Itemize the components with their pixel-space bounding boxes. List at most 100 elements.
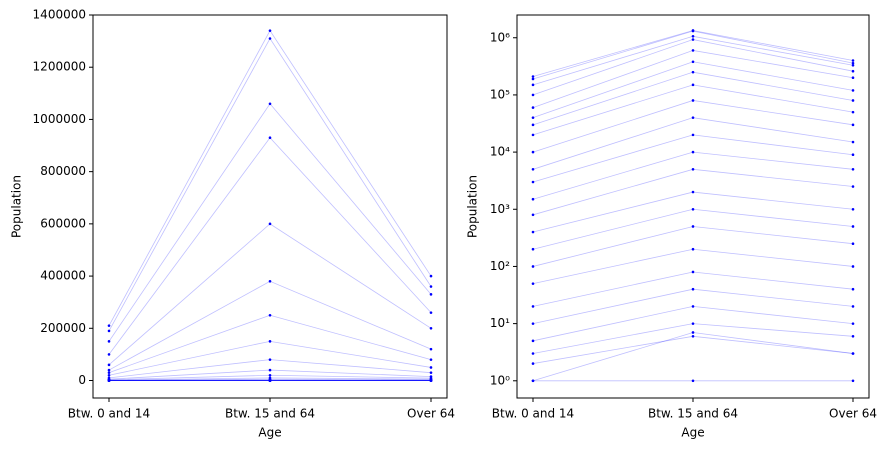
series-line — [532, 323, 854, 354]
data-point — [268, 279, 272, 283]
data-point — [268, 313, 272, 317]
data-point — [691, 379, 695, 383]
x-tick-label: Btw. 15 and 64 — [648, 407, 738, 421]
data-point — [531, 168, 535, 171]
plot-frame — [516, 14, 870, 399]
data-point — [531, 93, 535, 97]
data-point — [851, 335, 855, 338]
data-point — [691, 207, 695, 211]
data-point — [268, 29, 272, 32]
data-point — [429, 379, 433, 382]
data-point — [531, 265, 535, 268]
data-point — [851, 207, 855, 211]
data-point — [429, 358, 433, 361]
data-point — [268, 102, 272, 106]
series-line — [532, 100, 854, 153]
data-point — [691, 225, 695, 228]
y-tick-label: 600000 — [40, 216, 86, 230]
data-point — [531, 197, 535, 201]
data-point — [691, 335, 695, 338]
series-line — [532, 335, 854, 364]
data-point — [851, 140, 855, 144]
data-point — [531, 379, 535, 383]
data-point — [268, 368, 272, 372]
subplot: 10⁰ 10¹ 10² 10³ 10⁴ 10⁵ 10⁶ Btw. 0 and 14 Btw. 1… — [466, 14, 877, 440]
data-point — [691, 116, 695, 119]
data-point — [107, 324, 111, 327]
y-tick-label: 1200000 — [33, 60, 86, 74]
y-tick-label: 10⁵ — [490, 87, 510, 101]
data-point — [851, 265, 855, 268]
data-point — [691, 29, 695, 33]
y-tick-label: 1400000 — [33, 8, 86, 22]
data-point — [691, 247, 695, 251]
data-point — [429, 347, 433, 351]
series-line — [532, 208, 854, 250]
series-line — [108, 314, 432, 374]
data-point — [691, 305, 695, 308]
data-point — [268, 222, 272, 226]
subplot: 0 200000 400000 600000 800000 1000000 1200000 1… — [10, 8, 455, 440]
data-point — [851, 225, 855, 228]
series-line — [532, 50, 854, 108]
y-tick-label: 10⁰ — [490, 373, 510, 387]
y-tick-label: 10¹ — [490, 316, 510, 330]
y-tick-label: 10⁴ — [490, 145, 510, 159]
data-point — [429, 326, 433, 330]
data-point — [851, 153, 855, 157]
data-point — [851, 242, 855, 245]
y-axis-label: Population — [466, 175, 480, 238]
data-point — [107, 371, 111, 374]
y-tick-label: 10³ — [490, 202, 510, 216]
data-point — [531, 83, 535, 87]
y-axis-label: Population — [10, 175, 24, 238]
data-point — [851, 89, 855, 92]
data-point — [107, 368, 111, 372]
data-point — [851, 379, 855, 383]
data-point — [268, 358, 272, 361]
data-point — [691, 49, 695, 52]
y-tick-label: 10⁶ — [490, 30, 510, 44]
x-tick-label: Btw. 0 and 14 — [492, 407, 574, 421]
data-point — [691, 83, 695, 87]
series-line — [108, 137, 432, 355]
data-point — [691, 70, 695, 74]
data-point — [531, 116, 535, 119]
x-tick-label: Over 64 — [829, 407, 877, 421]
data-point — [691, 190, 695, 194]
data-point — [851, 185, 855, 188]
data-point — [531, 133, 535, 137]
data-point — [429, 311, 433, 314]
data-point — [691, 35, 695, 38]
data-point — [107, 363, 111, 367]
data-point — [851, 305, 855, 308]
data-point — [851, 123, 855, 127]
data-point — [851, 99, 855, 102]
series-line — [532, 332, 854, 382]
data-point — [429, 293, 433, 296]
y-tick-label: 10² — [490, 259, 510, 273]
data-point — [691, 168, 695, 171]
data-point — [107, 373, 111, 377]
data-point — [851, 76, 855, 80]
data-point — [851, 69, 855, 73]
data-point — [107, 353, 111, 356]
data-point — [531, 362, 535, 365]
data-point — [531, 123, 535, 127]
data-point — [268, 340, 272, 343]
data-point — [691, 38, 695, 41]
data-point — [429, 274, 433, 278]
data-point — [268, 373, 272, 377]
x-tick-label: Btw. 0 and 14 — [68, 407, 150, 421]
data-point — [429, 285, 433, 288]
plot-frame — [92, 14, 448, 399]
data-point — [531, 339, 535, 343]
series-line — [108, 280, 432, 371]
data-point — [531, 213, 535, 217]
y-tick-label: 0 — [78, 373, 86, 387]
data-point — [531, 282, 535, 285]
data-point — [429, 366, 433, 369]
series-line — [532, 39, 854, 96]
